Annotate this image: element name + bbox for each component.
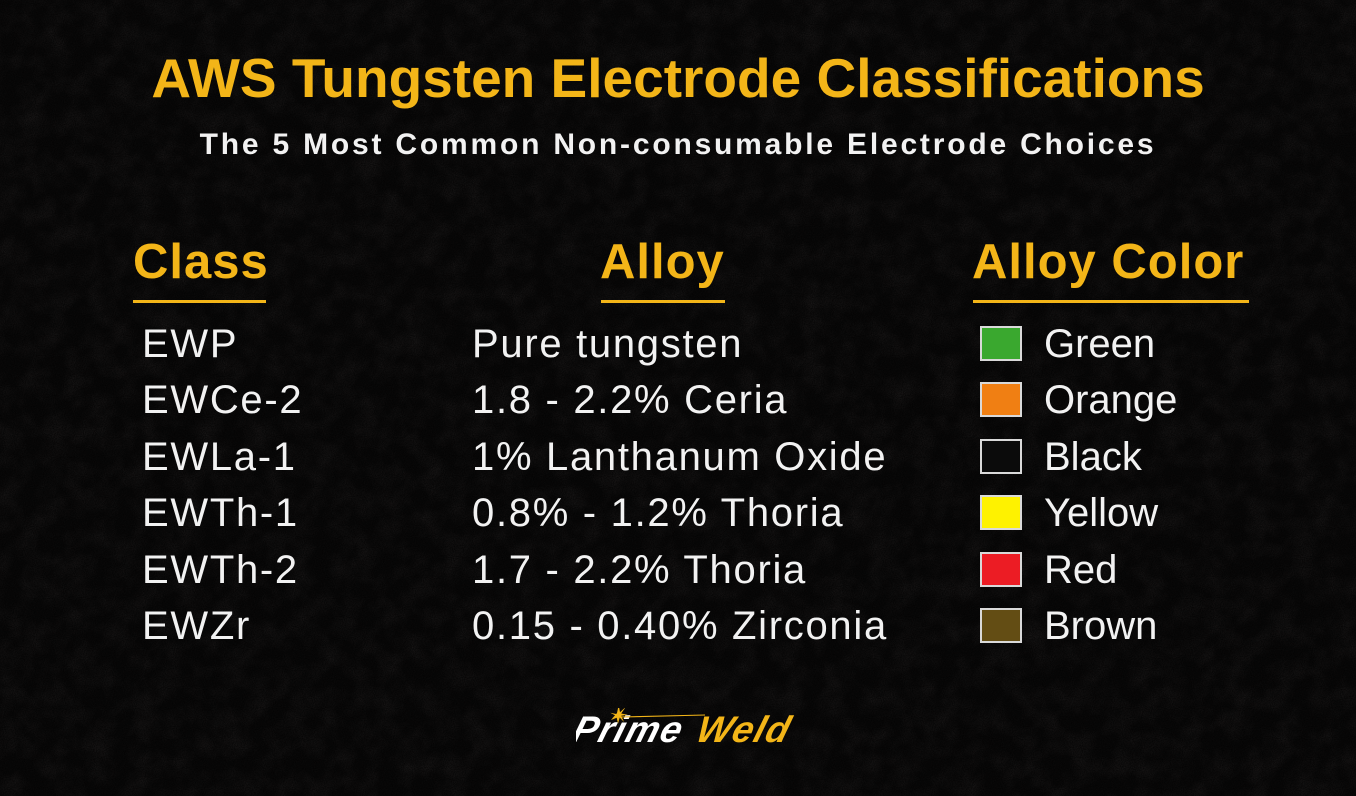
svg-text:Weld: Weld xyxy=(692,709,796,750)
svg-text:Prime: Prime xyxy=(576,709,689,750)
